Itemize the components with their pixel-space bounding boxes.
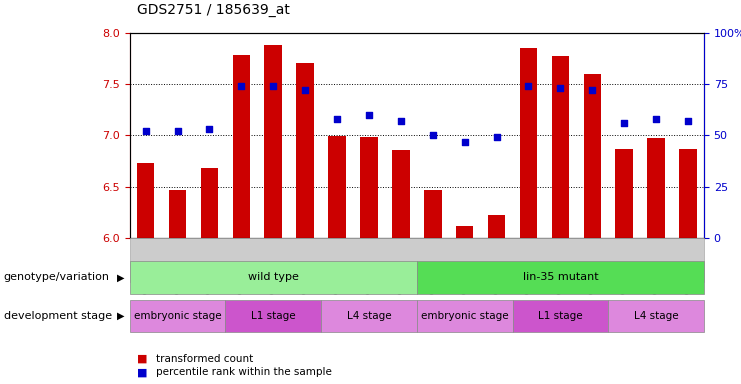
Bar bbox=[583, 74, 601, 384]
Text: ■: ■ bbox=[137, 367, 147, 377]
Text: ▶: ▶ bbox=[117, 311, 124, 321]
Text: embryonic stage: embryonic stage bbox=[421, 311, 508, 321]
Point bbox=[650, 116, 662, 122]
Bar bbox=[488, 215, 505, 384]
Bar bbox=[201, 168, 218, 384]
Point bbox=[140, 128, 152, 134]
Point bbox=[395, 118, 407, 124]
Text: ■: ■ bbox=[137, 354, 147, 364]
Bar bbox=[424, 190, 442, 384]
Bar bbox=[360, 137, 378, 384]
Point bbox=[331, 116, 343, 122]
Bar bbox=[296, 63, 314, 384]
Bar bbox=[265, 45, 282, 384]
Text: ▶: ▶ bbox=[117, 272, 124, 283]
Point bbox=[363, 112, 375, 118]
Point bbox=[586, 87, 598, 93]
Bar bbox=[679, 149, 697, 384]
Bar bbox=[169, 190, 186, 384]
Point bbox=[554, 85, 566, 91]
Point bbox=[268, 83, 279, 89]
Bar bbox=[519, 48, 537, 384]
Point bbox=[236, 83, 247, 89]
Text: development stage: development stage bbox=[4, 311, 112, 321]
Text: L1 stage: L1 stage bbox=[538, 311, 582, 321]
Text: L1 stage: L1 stage bbox=[251, 311, 296, 321]
Text: GDS2751 / 185639_at: GDS2751 / 185639_at bbox=[137, 3, 290, 17]
Bar bbox=[551, 56, 569, 384]
Text: embryonic stage: embryonic stage bbox=[133, 311, 222, 321]
Point bbox=[491, 134, 502, 141]
Text: percentile rank within the sample: percentile rank within the sample bbox=[156, 367, 331, 377]
Text: lin-35 mutant: lin-35 mutant bbox=[522, 272, 598, 283]
Bar bbox=[648, 139, 665, 384]
Point bbox=[522, 83, 534, 89]
Bar bbox=[137, 163, 154, 384]
Text: wild type: wild type bbox=[247, 272, 299, 283]
Point bbox=[172, 128, 184, 134]
Point bbox=[618, 120, 630, 126]
Point bbox=[459, 139, 471, 145]
Point bbox=[299, 87, 311, 93]
Bar bbox=[233, 55, 250, 384]
Text: L4 stage: L4 stage bbox=[634, 311, 679, 321]
Bar bbox=[328, 136, 346, 384]
Bar bbox=[392, 150, 410, 384]
Text: transformed count: transformed count bbox=[156, 354, 253, 364]
Text: L4 stage: L4 stage bbox=[347, 311, 391, 321]
Text: genotype/variation: genotype/variation bbox=[4, 272, 110, 283]
Bar bbox=[456, 226, 473, 384]
Point bbox=[682, 118, 694, 124]
Bar bbox=[616, 149, 633, 384]
Point bbox=[427, 132, 439, 139]
Point bbox=[204, 126, 216, 132]
